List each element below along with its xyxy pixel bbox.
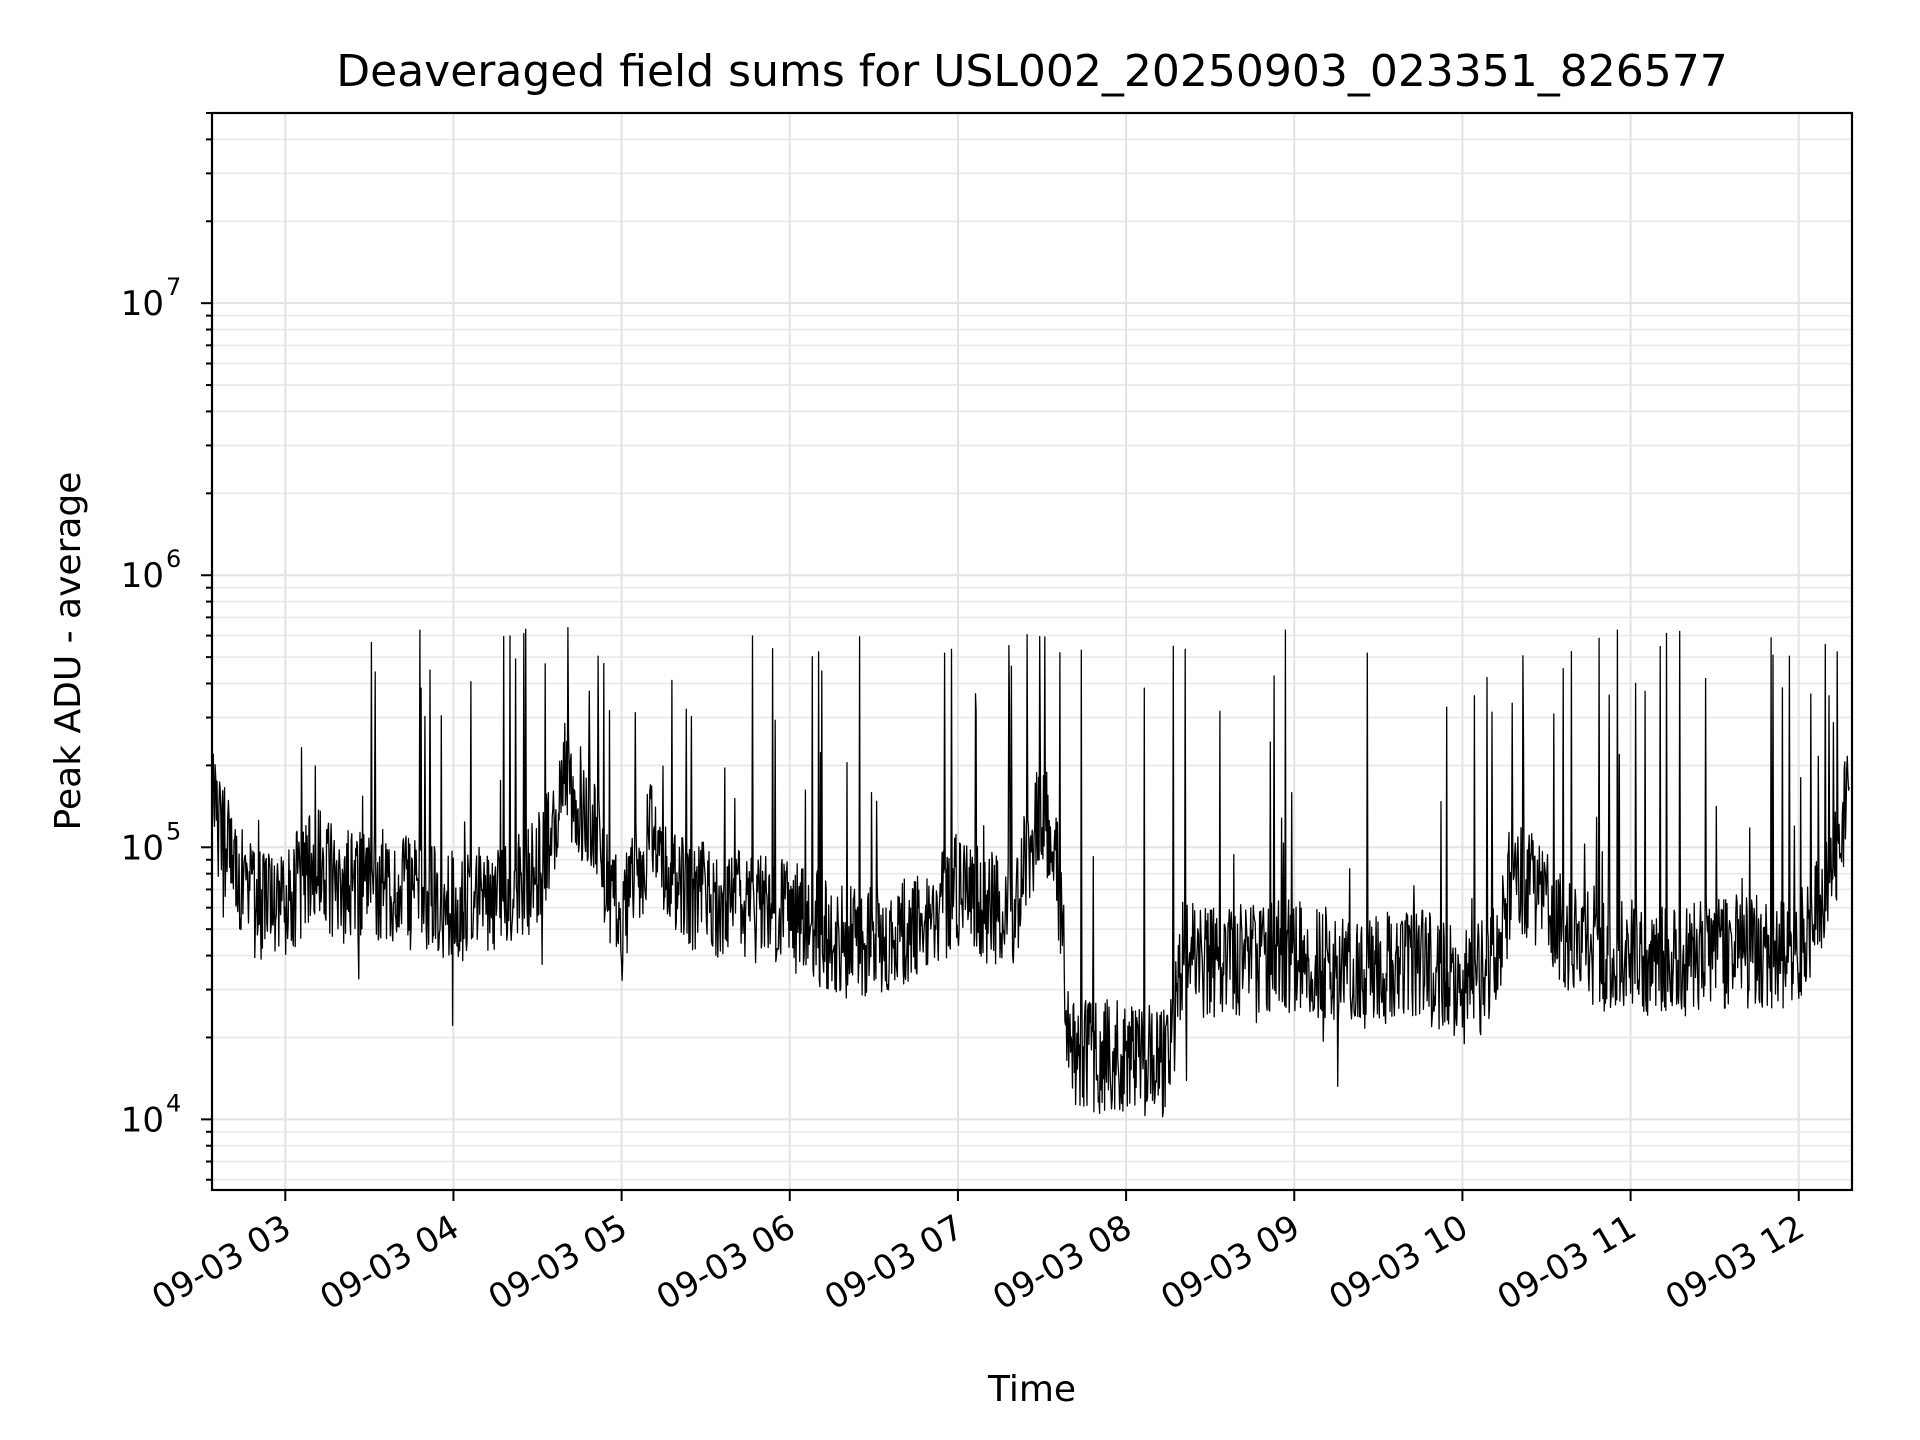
x-tick-label: 09-03 10 — [1323, 1207, 1475, 1318]
x-tick-label: 09-03 05 — [482, 1207, 634, 1318]
series-line — [211, 626, 1850, 1118]
x-tick-label: 09-03 07 — [818, 1207, 970, 1318]
y-tick-exponent: 7 — [166, 273, 181, 301]
plot-frame — [210, 111, 1854, 1192]
x-tick-label: 09-03 04 — [314, 1207, 466, 1318]
y-tick-label: 10 — [121, 556, 164, 596]
y-tick-exponent: 5 — [166, 817, 181, 845]
y-tick-label: 10 — [121, 828, 164, 868]
x-tick-label: 09-03 09 — [1154, 1207, 1306, 1318]
series-layer — [211, 626, 1850, 1118]
grid — [212, 112, 1852, 1190]
y-axis-label: Peak ADU - average — [48, 472, 89, 831]
y-tick-exponent: 4 — [166, 1089, 181, 1117]
y-tick-label: 10 — [121, 284, 164, 324]
y-tick-exponent: 6 — [166, 545, 181, 573]
x-tick-label: 09-03 08 — [986, 1207, 1138, 1318]
x-axis-label: Time — [987, 1369, 1076, 1410]
chart-title: Deaveraged field sums for USL002_2025090… — [336, 46, 1728, 97]
x-tick-label: 09-03 12 — [1659, 1207, 1811, 1318]
x-tick-label: 09-03 11 — [1491, 1207, 1643, 1318]
x-tick-label: 09-03 06 — [650, 1207, 802, 1318]
x-tick-label: 09-03 03 — [145, 1207, 297, 1318]
y-tick-label: 10 — [121, 1100, 164, 1140]
